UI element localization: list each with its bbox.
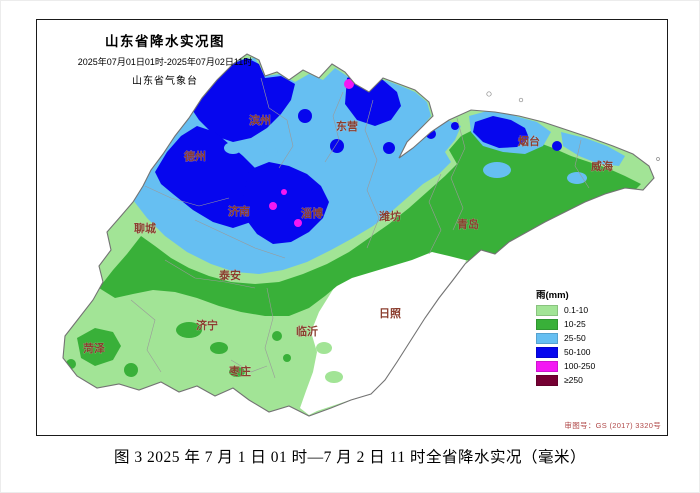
- city-label-taian: 泰安: [218, 268, 241, 282]
- precip-level5-region: [269, 79, 354, 227]
- legend-item: 10-25: [536, 318, 626, 330]
- legend-swatch: [536, 304, 558, 316]
- city-label-yantai: 烟台: [518, 134, 540, 148]
- city-label-heze: 菏泽: [83, 341, 105, 355]
- legend-label: 0.1-10: [564, 305, 589, 315]
- city-label-weifang: 潍坊: [379, 209, 401, 223]
- legend-label: 25-50: [564, 333, 586, 343]
- province-outline: [62, 53, 655, 417]
- city-boundaries: [130, 77, 590, 379]
- legend-label: 50-100: [564, 347, 591, 357]
- city-label-weihai: 威海: [591, 159, 613, 173]
- legend-label: ≥250: [564, 375, 583, 385]
- legend-item: 100-250: [536, 360, 626, 372]
- city-label-linyi: 临沂: [296, 324, 318, 338]
- city-label-zaozhuang: 枣庄: [228, 364, 251, 378]
- map-approval-number: 审图号：GS (2017) 3320号: [564, 421, 661, 430]
- map-frame: 德州 滨州 东营 烟台 威海 聊城 济南 淄博 潍坊 青岛 泰安 济宁 临沂 日照 菏泽 枣庄 山东省降水实况…: [36, 19, 668, 436]
- legend-item: 0.1-10: [536, 304, 626, 316]
- city-label-dezhou: 德州: [183, 149, 206, 163]
- legend-swatch: [536, 332, 558, 344]
- city-label-dongying: 东营: [336, 119, 358, 133]
- legend-swatch: [536, 346, 558, 358]
- legend-swatch: [536, 360, 558, 372]
- figure-caption: 图 3 2025 年 7 月 1 日 01 时—7 月 2 日 11 时全省降水…: [114, 449, 586, 466]
- legend-swatch: [536, 318, 558, 330]
- legend-title: 雨(mm): [536, 290, 569, 301]
- city-label-rizhao: 日照: [379, 307, 401, 320]
- legend-label: 100-250: [564, 361, 596, 371]
- legend-item: 50-100: [536, 346, 626, 358]
- city-label-jining: 济宁: [196, 318, 218, 332]
- precip-level2-region: [66, 130, 641, 377]
- city-label-zibo: 淄博: [301, 206, 323, 220]
- legend-label: 10-25: [564, 319, 586, 329]
- legend: 雨(mm) 0.1-10 10-25 25-50 50-100 100-250 ≥250: [530, 283, 632, 392]
- legend-swatch: [536, 374, 558, 386]
- precip-level1-patches: [274, 313, 343, 383]
- legend-items: 0.1-10 10-25 25-50 50-100 100-250 ≥250: [536, 304, 626, 386]
- city-label-jinan: 济南: [228, 204, 250, 218]
- legend-item: 25-50: [536, 332, 626, 344]
- precip-level3-texture: [224, 142, 278, 157]
- city-label-binzhou: 滨州: [249, 113, 271, 127]
- legend-item: ≥250: [536, 374, 626, 386]
- island-marks: [486, 91, 660, 161]
- city-label-liaocheng: 聊城: [134, 221, 156, 235]
- city-label-qingdao: 青岛: [457, 217, 479, 231]
